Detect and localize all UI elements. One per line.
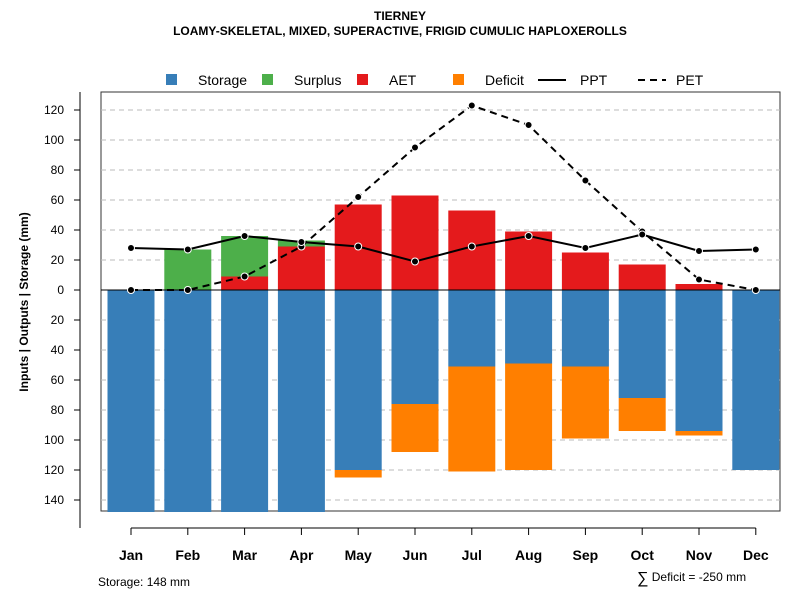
x-tick-label: Apr [289,547,314,563]
y-tick-label: 20 [51,253,65,267]
y-tick-label: 80 [51,163,65,177]
pet-point [524,121,533,129]
aet-bar [391,195,439,290]
y-tick-label: 80 [51,403,65,417]
aet-bar [505,231,553,290]
ppt-point [354,242,363,251]
ppt-point [695,247,703,255]
deficit-bar [561,366,609,439]
deficit-bar [675,431,723,436]
y-tick-label: 20 [51,313,65,327]
x-tick-label: Aug [515,547,542,563]
ppt-point [127,244,135,252]
chart-subtitle: LOAMY-SKELETAL, MIXED, SUPERACTIVE, FRIG… [173,24,627,38]
y-tick-label: 60 [51,193,65,207]
pet-point [581,176,590,185]
x-tick-label: May [345,547,372,563]
deficit-bar [505,363,553,470]
sigma-symbol: ∑ [637,570,649,587]
ppt-point [524,232,533,240]
ppt-point [240,232,249,240]
storage-bar [675,290,723,431]
y-tick-label: 40 [51,343,65,357]
surplus-bar [221,236,269,277]
aet-legend-swatch [357,74,368,85]
surplus-bar [164,249,212,290]
pet-point [467,101,476,110]
ppt-point [467,242,476,251]
y-tick-label: 60 [51,373,65,387]
ppt-legend-label: PPT [580,72,608,88]
ppt-line [130,233,756,263]
storage-bar [107,290,155,512]
x-tick-label: Oct [631,547,655,563]
y-tick-label: 0 [57,283,64,297]
x-tick-label: Feb [175,547,200,563]
storage-bar [334,290,382,470]
pet-point [127,286,135,294]
storage-bar [448,290,496,367]
y-tick-label: 120 [44,463,64,477]
deficit-bar [448,366,496,472]
y-tick-label: 100 [44,433,64,447]
y-tick-label: 100 [44,133,64,147]
deficit-legend-swatch [453,74,464,85]
aet-legend-label: AET [389,72,417,88]
ppt-point [411,257,419,266]
chart-title: TIERNEY [373,9,426,23]
x-tick-label: Nov [686,547,713,563]
ppt-point [638,230,647,239]
x-tick-label: Mar [232,547,257,563]
y-tick-label: 120 [44,103,64,117]
storage-bar [732,290,780,470]
x-tick-label: Sep [573,547,599,563]
aet-bar [277,246,325,290]
x-tick-label: Jan [119,547,143,563]
pet-point [183,286,192,294]
deficit-note-group: ∑ Deficit = -250 mm [637,570,746,588]
plot-border [100,91,781,512]
aet-bar [618,264,666,290]
pet-line [131,104,756,291]
pet-point [751,286,760,294]
surplus-legend-swatch [262,74,273,85]
x-tick-label: Jul [462,547,482,563]
y-tick-label: 140 [44,493,64,507]
pet-legend-label: PET [676,72,704,88]
pet-point [695,275,703,284]
storage-legend-swatch [166,74,177,85]
pet-point [411,143,419,152]
storage-bar [505,290,553,364]
x-tick-label: Dec [743,547,769,563]
ppt-point [751,245,760,254]
aet-bar [561,252,609,290]
deficit-note: Deficit = -250 mm [651,570,747,584]
storage-legend-label: Storage [198,72,247,88]
ppt-point [297,238,306,246]
pet-point [354,193,363,201]
ppt-point [183,245,192,254]
ppt-point [581,244,590,252]
storage-bar [164,290,212,512]
storage-note: Storage: 148 mm [98,575,191,589]
deficit-bar [618,398,666,431]
storage-bar [618,290,666,398]
y-tick-label: 40 [51,223,65,237]
y-axis-label: Inputs | Outputs | Storage (mm) [17,212,31,391]
deficit-legend-label: Deficit [485,72,524,88]
x-tick-label: Jun [403,547,428,563]
pet-point [240,272,249,281]
surplus-legend-label: Surplus [294,72,341,88]
storage-bar [221,290,269,512]
storage-bar [561,290,609,367]
aet-bar [675,284,723,290]
deficit-bar [334,470,382,478]
storage-bar [391,290,439,404]
storage-bar [277,290,325,512]
deficit-bar [391,404,439,452]
